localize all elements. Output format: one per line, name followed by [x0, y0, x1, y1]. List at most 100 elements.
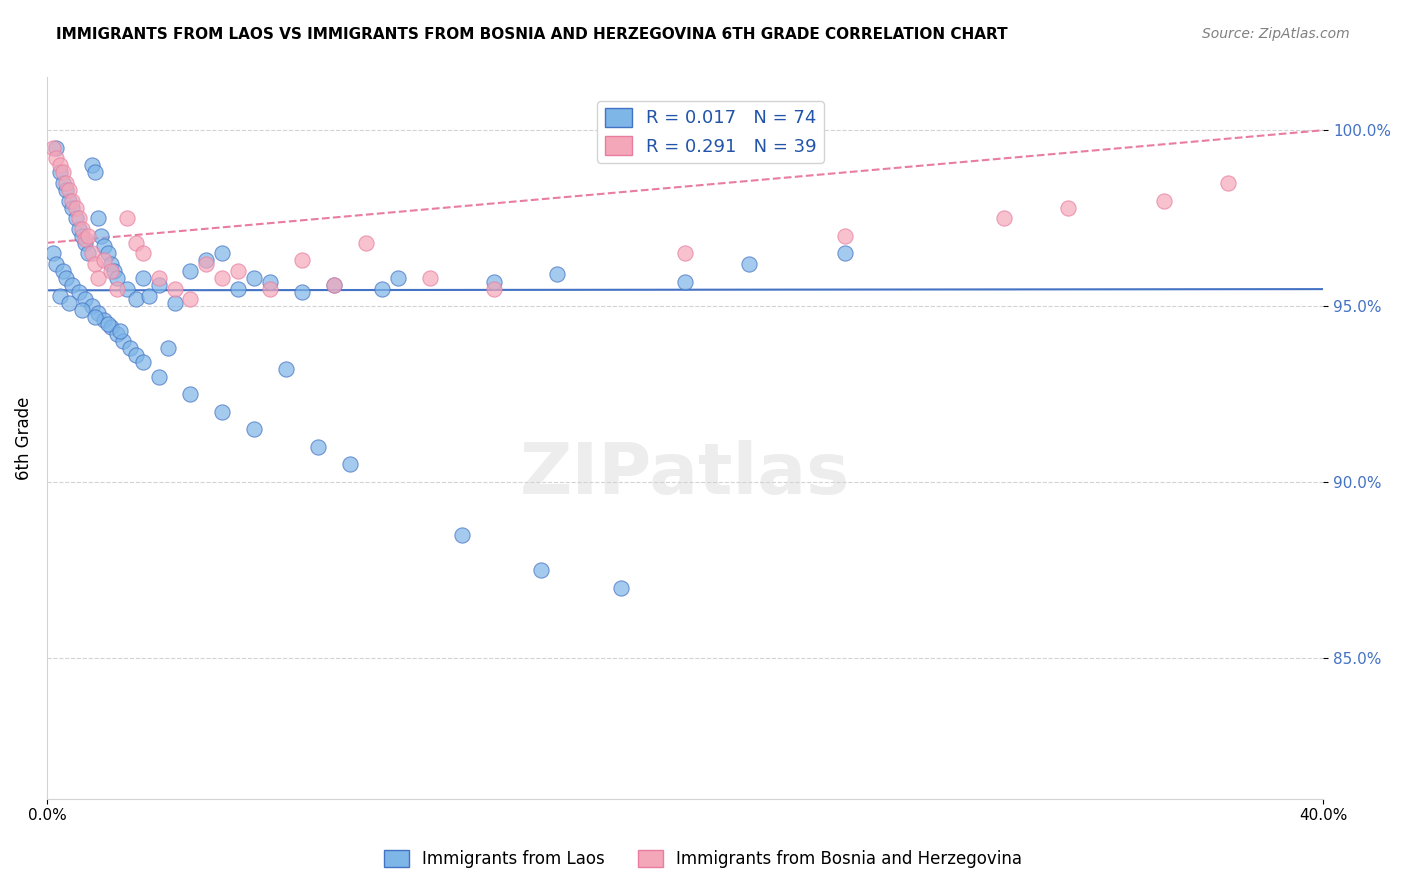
Immigrants from Laos	[45, 141, 67, 155]
Immigrants from Bosnia and Herzegovina	[1153, 194, 1175, 208]
Immigrants from Bosnia and Herzegovina	[115, 211, 138, 226]
Immigrants from Bosnia and Herzegovina	[83, 257, 105, 271]
Immigrants from Laos	[387, 271, 409, 285]
Immigrants from Laos	[87, 306, 110, 320]
Immigrants from Laos	[93, 313, 115, 327]
Immigrants from Laos	[62, 278, 84, 293]
Immigrants from Laos	[48, 165, 70, 179]
Text: ZIPatlas: ZIPatlas	[520, 440, 851, 508]
Immigrants from Laos	[52, 264, 75, 278]
Immigrants from Bosnia and Herzegovina	[87, 271, 110, 285]
Immigrants from Laos	[118, 342, 141, 356]
Immigrants from Laos	[42, 246, 65, 260]
Immigrants from Bosnia and Herzegovina	[48, 158, 70, 172]
Immigrants from Bosnia and Herzegovina	[1057, 201, 1080, 215]
Legend: R = 0.017   N = 74, R = 0.291   N = 39: R = 0.017 N = 74, R = 0.291 N = 39	[598, 101, 824, 163]
Immigrants from Laos	[163, 295, 186, 310]
Immigrants from Laos	[673, 275, 696, 289]
Immigrants from Laos	[55, 183, 77, 197]
Immigrants from Laos	[738, 257, 761, 271]
Immigrants from Laos	[90, 228, 112, 243]
Y-axis label: 6th Grade: 6th Grade	[15, 396, 32, 480]
Immigrants from Laos	[83, 310, 105, 324]
Immigrants from Laos	[70, 228, 93, 243]
Immigrants from Laos	[67, 221, 90, 235]
Immigrants from Laos	[148, 369, 170, 384]
Immigrants from Bosnia and Herzegovina	[58, 183, 80, 197]
Text: Source: ZipAtlas.com: Source: ZipAtlas.com	[1202, 27, 1350, 41]
Immigrants from Bosnia and Herzegovina	[100, 264, 122, 278]
Immigrants from Bosnia and Herzegovina	[482, 281, 505, 295]
Immigrants from Laos	[371, 281, 394, 295]
Immigrants from Laos	[80, 299, 103, 313]
Immigrants from Bosnia and Herzegovina	[211, 271, 233, 285]
Immigrants from Laos	[610, 581, 633, 595]
Immigrants from Bosnia and Herzegovina	[65, 201, 87, 215]
Immigrants from Laos	[96, 317, 118, 331]
Immigrants from Laos	[276, 362, 298, 376]
Immigrants from Bosnia and Herzegovina	[323, 278, 346, 293]
Immigrants from Bosnia and Herzegovina	[75, 232, 97, 246]
Immigrants from Laos	[52, 176, 75, 190]
Immigrants from Bosnia and Herzegovina	[673, 246, 696, 260]
Immigrants from Laos	[115, 281, 138, 295]
Immigrants from Laos	[148, 278, 170, 293]
Immigrants from Laos	[138, 288, 160, 302]
Immigrants from Laos	[55, 271, 77, 285]
Immigrants from Bosnia and Herzegovina	[125, 235, 148, 250]
Immigrants from Bosnia and Herzegovina	[354, 235, 377, 250]
Immigrants from Laos	[112, 334, 135, 349]
Immigrants from Laos	[323, 278, 346, 293]
Immigrants from Bosnia and Herzegovina	[163, 281, 186, 295]
Immigrants from Bosnia and Herzegovina	[70, 221, 93, 235]
Text: IMMIGRANTS FROM LAOS VS IMMIGRANTS FROM BOSNIA AND HERZEGOVINA 6TH GRADE CORRELA: IMMIGRANTS FROM LAOS VS IMMIGRANTS FROM …	[56, 27, 1008, 42]
Immigrants from Laos	[179, 387, 201, 401]
Immigrants from Bosnia and Herzegovina	[45, 152, 67, 166]
Immigrants from Laos	[179, 264, 201, 278]
Immigrants from Bosnia and Herzegovina	[834, 228, 856, 243]
Immigrants from Bosnia and Herzegovina	[52, 165, 75, 179]
Immigrants from Laos	[131, 271, 153, 285]
Immigrants from Laos	[67, 285, 90, 299]
Immigrants from Laos	[339, 458, 361, 472]
Immigrants from Laos	[243, 271, 266, 285]
Immigrants from Laos	[450, 528, 472, 542]
Immigrants from Laos	[105, 327, 128, 342]
Immigrants from Laos	[62, 201, 84, 215]
Immigrants from Laos	[58, 295, 80, 310]
Immigrants from Bosnia and Herzegovina	[148, 271, 170, 285]
Immigrants from Laos	[45, 257, 67, 271]
Immigrants from Laos	[259, 275, 281, 289]
Immigrants from Bosnia and Herzegovina	[993, 211, 1015, 226]
Immigrants from Bosnia and Herzegovina	[77, 228, 100, 243]
Immigrants from Bosnia and Herzegovina	[291, 253, 314, 268]
Immigrants from Bosnia and Herzegovina	[1216, 176, 1239, 190]
Immigrants from Bosnia and Herzegovina	[55, 176, 77, 190]
Immigrants from Laos	[228, 281, 250, 295]
Immigrants from Laos	[75, 235, 97, 250]
Immigrants from Laos	[157, 342, 180, 356]
Immigrants from Bosnia and Herzegovina	[93, 253, 115, 268]
Immigrants from Bosnia and Herzegovina	[195, 257, 218, 271]
Immigrants from Bosnia and Herzegovina	[179, 292, 201, 306]
Immigrants from Laos	[125, 348, 148, 362]
Immigrants from Laos	[546, 268, 568, 282]
Immigrants from Laos	[96, 246, 118, 260]
Immigrants from Bosnia and Herzegovina	[228, 264, 250, 278]
Immigrants from Bosnia and Herzegovina	[259, 281, 281, 295]
Immigrants from Bosnia and Herzegovina	[105, 281, 128, 295]
Immigrants from Laos	[131, 355, 153, 369]
Immigrants from Laos	[530, 563, 553, 577]
Immigrants from Laos	[80, 158, 103, 172]
Immigrants from Laos	[83, 165, 105, 179]
Immigrants from Laos	[211, 246, 233, 260]
Immigrants from Bosnia and Herzegovina	[419, 271, 441, 285]
Immigrants from Laos	[93, 239, 115, 253]
Immigrants from Bosnia and Herzegovina	[80, 246, 103, 260]
Immigrants from Laos	[105, 271, 128, 285]
Immigrants from Bosnia and Herzegovina	[67, 211, 90, 226]
Immigrants from Laos	[77, 246, 100, 260]
Immigrants from Laos	[70, 302, 93, 317]
Immigrants from Laos	[100, 257, 122, 271]
Immigrants from Laos	[58, 194, 80, 208]
